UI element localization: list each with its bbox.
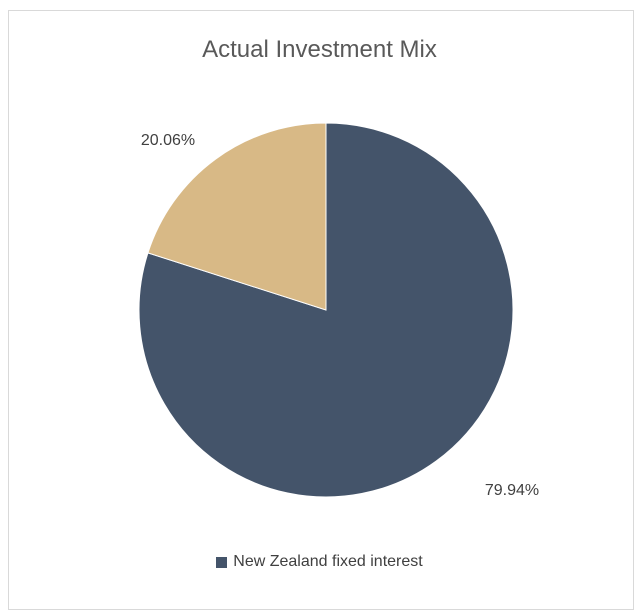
pie-chart: 79.94% 20.06% bbox=[138, 122, 539, 499]
legend-label-new-zealand-fixed-interest: New Zealand fixed interest bbox=[233, 553, 423, 570]
pie-slice-1 bbox=[147, 122, 327, 311]
data-label-1: 20.06% bbox=[141, 132, 195, 149]
chart-title: Actual Investment Mix bbox=[202, 36, 437, 63]
legend: New Zealand fixed interest bbox=[0, 553, 639, 571]
legend-swatch-new-zealand-fixed-interest bbox=[216, 556, 228, 568]
data-label-0: 79.94% bbox=[485, 482, 539, 499]
